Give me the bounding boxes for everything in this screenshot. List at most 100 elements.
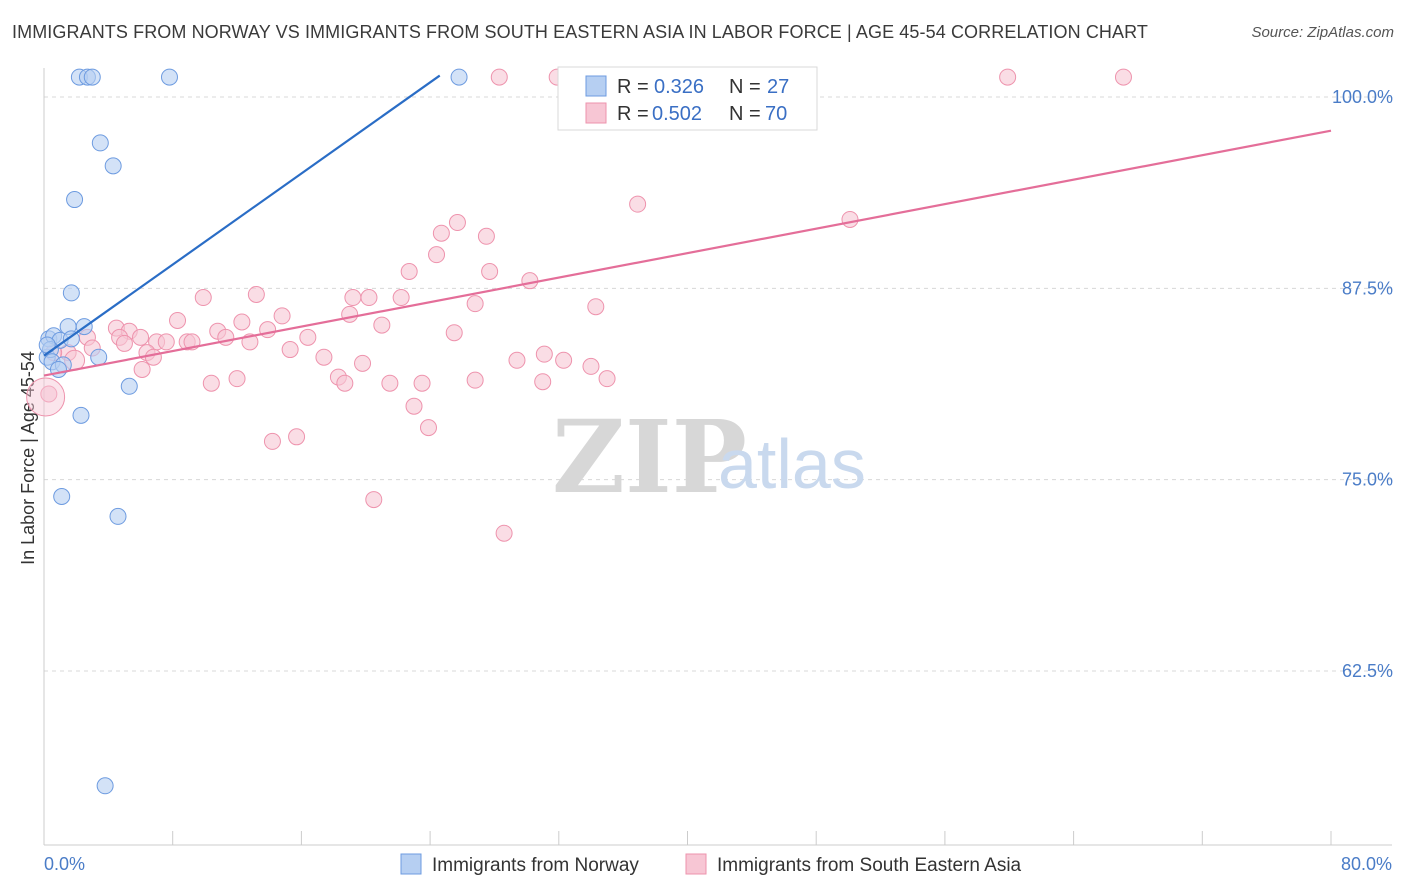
y-tick-label: 87.5%	[1342, 278, 1393, 298]
norway-point	[160, 68, 178, 86]
bottom-legend-label-norway: Immigrants from Norway	[432, 855, 639, 876]
sea-point	[481, 262, 499, 280]
stats-legend: R = 0.326 N = 27 R = 0.502 N = 70	[557, 66, 818, 131]
sea-point	[373, 316, 391, 334]
sea-point	[233, 313, 251, 331]
series-south-eastern-asia	[26, 68, 1132, 542]
bottom-legend-swatch-norway	[400, 853, 422, 875]
sea-point	[490, 68, 508, 86]
legend-swatch-sea	[585, 102, 607, 124]
sea-point	[582, 357, 600, 375]
x-ticks	[43, 831, 1332, 845]
sea-point	[336, 374, 354, 392]
sea-point	[281, 341, 299, 359]
legend-swatch-norway	[585, 75, 607, 97]
legend-r-value-sea: 0.502	[652, 103, 702, 125]
y-tick-label: 100.0%	[1332, 87, 1393, 107]
bottom-legend-swatch-sea	[685, 853, 707, 875]
sea-point	[495, 524, 513, 542]
sea-point	[405, 397, 423, 415]
trendlines	[43, 74, 1332, 377]
sea-point-large	[26, 377, 66, 417]
watermark-zip: ZIP	[552, 398, 747, 516]
sea-point	[381, 374, 399, 392]
sea-point	[115, 334, 133, 352]
norway-point	[91, 134, 109, 152]
sea-point	[419, 419, 437, 437]
bottom-legend: Immigrants from Norway Immigrants from S…	[400, 853, 1022, 876]
norway-point	[450, 68, 468, 86]
norway-point	[120, 377, 138, 395]
sea-point	[999, 68, 1017, 86]
sea-point	[392, 289, 410, 307]
sea-point	[360, 289, 378, 307]
sea-point	[598, 370, 616, 388]
sea-point	[841, 210, 859, 228]
chart-title: IMMIGRANTS FROM NORWAY VS IMMIGRANTS FRO…	[12, 22, 1148, 42]
sea-point	[341, 305, 359, 323]
sea-point	[466, 295, 484, 313]
watermark: ZIP atlas	[552, 398, 866, 516]
legend-n-label-sea: N =	[729, 103, 761, 125]
sea-point	[521, 272, 539, 290]
legend-r-label-norway: R =	[617, 76, 649, 98]
sea-point	[228, 370, 246, 388]
norway-point	[72, 406, 90, 424]
sea-point	[344, 289, 362, 307]
sea-point	[432, 224, 450, 242]
gridlines	[44, 96, 1392, 672]
source-label: Source: ZipAtlas.com	[1251, 24, 1394, 41]
trendline-sea	[43, 129, 1332, 377]
sea-point	[157, 333, 175, 351]
norway-point	[96, 777, 114, 795]
sea-point	[445, 324, 463, 342]
sea-point	[247, 285, 265, 303]
legend-n-label-norway: N =	[729, 76, 761, 98]
axes	[43, 68, 1392, 846]
sea-point	[448, 214, 466, 232]
legend-r-label-sea: R =	[617, 103, 649, 125]
norway-point	[83, 68, 101, 86]
sea-point	[263, 432, 281, 450]
legend-r-value-norway: 0.326	[654, 76, 704, 98]
norway-point	[62, 330, 80, 348]
y-axis-label: In Labor Force | Age 45-54	[18, 351, 38, 565]
y-tick-labels: 62.5% 75.0% 87.5% 100.0%	[1332, 87, 1393, 681]
x-tick-label-min: 0.0%	[44, 854, 85, 874]
bottom-legend-label-sea: Immigrants from South Eastern Asia	[717, 855, 1022, 876]
sea-point	[202, 374, 220, 392]
trendline-norway	[43, 74, 441, 357]
y-tick-label: 75.0%	[1342, 470, 1393, 490]
sea-point	[400, 262, 418, 280]
sea-point	[133, 360, 151, 378]
x-tick-label-max: 80.0%	[1341, 854, 1392, 874]
sea-point	[273, 307, 291, 325]
sea-point	[629, 195, 647, 213]
sea-point	[466, 371, 484, 389]
sea-point	[169, 311, 187, 329]
sea-point	[288, 428, 306, 446]
norway-point	[62, 284, 80, 302]
sea-point	[40, 385, 58, 403]
series-norway	[38, 68, 468, 795]
sea-point	[534, 373, 552, 391]
norway-point	[104, 157, 122, 175]
sea-point	[477, 227, 495, 245]
legend-n-value-norway: 27	[767, 76, 789, 98]
norway-point	[90, 348, 108, 366]
sea-point	[413, 374, 431, 392]
sea-point	[535, 345, 553, 363]
sea-point	[354, 354, 372, 372]
sea-point	[194, 289, 212, 307]
sea-point	[259, 321, 277, 339]
sea-point	[508, 351, 526, 369]
sea-point	[144, 348, 162, 366]
sea-point	[1114, 68, 1132, 86]
sea-point	[587, 298, 605, 316]
sea-point	[299, 328, 317, 346]
norway-point	[53, 488, 71, 506]
sea-point	[315, 348, 333, 366]
norway-point	[66, 191, 84, 209]
sea-point	[132, 328, 150, 346]
sea-point	[365, 491, 383, 509]
